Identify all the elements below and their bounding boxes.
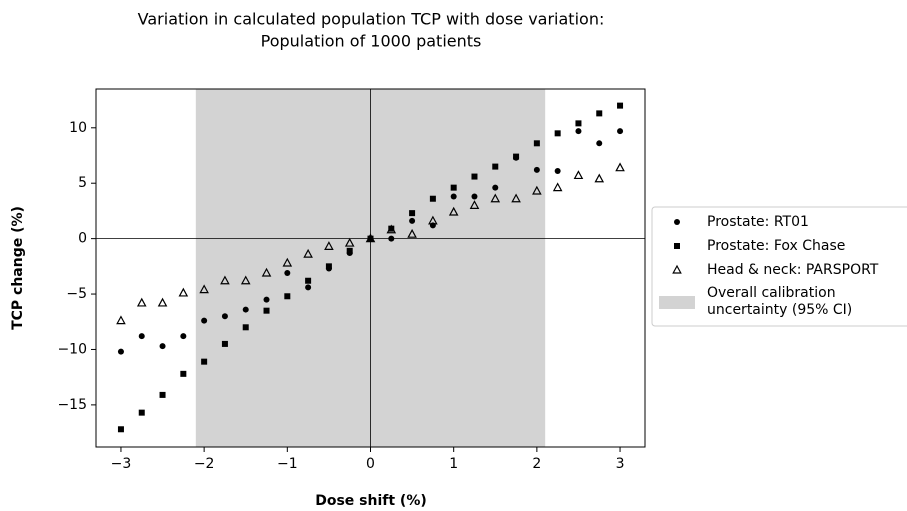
y-axis-label: TCP change (%) xyxy=(10,206,26,330)
point xyxy=(617,128,624,135)
point xyxy=(263,307,270,314)
point xyxy=(178,287,189,297)
legend-box xyxy=(651,206,907,327)
y-tick-label: 10 xyxy=(69,120,87,136)
legend-band xyxy=(659,296,695,309)
point xyxy=(554,130,561,137)
legend-marker xyxy=(672,264,682,274)
x-tick-label: 0 xyxy=(366,456,375,472)
point xyxy=(409,217,416,224)
point xyxy=(157,297,168,307)
chart-title: Population of 1000 patients xyxy=(261,32,482,51)
point xyxy=(159,343,166,350)
point xyxy=(284,269,291,276)
point xyxy=(596,110,603,117)
point xyxy=(116,315,126,325)
x-tick-label: −3 xyxy=(111,456,132,472)
point xyxy=(450,184,457,191)
point xyxy=(428,215,438,225)
point xyxy=(303,248,313,258)
legend-label: Prostate: RT01 xyxy=(707,214,809,230)
point xyxy=(386,224,397,234)
legend-label: Prostate: Fox Chase xyxy=(707,238,845,254)
legend-marker xyxy=(674,243,680,249)
point xyxy=(180,333,187,340)
point xyxy=(533,140,540,147)
point xyxy=(469,200,480,209)
point xyxy=(138,409,145,416)
point xyxy=(221,340,228,347)
point xyxy=(471,193,478,200)
point xyxy=(617,102,624,109)
point xyxy=(117,348,124,355)
point xyxy=(282,257,293,267)
point xyxy=(492,184,499,191)
point xyxy=(263,296,270,303)
y-tick-label: 5 xyxy=(78,175,87,191)
point xyxy=(552,182,563,192)
point xyxy=(513,153,520,160)
point xyxy=(429,195,436,202)
point xyxy=(324,241,334,250)
point xyxy=(242,324,249,331)
point xyxy=(409,210,416,217)
x-axis-label: Dose shift (%) xyxy=(315,493,427,509)
chart-title: Variation in calculated population TCP w… xyxy=(138,10,605,29)
point xyxy=(159,391,166,398)
point xyxy=(594,173,605,183)
point xyxy=(220,275,230,285)
point xyxy=(490,193,501,203)
point xyxy=(325,263,332,270)
point xyxy=(450,193,457,200)
point xyxy=(242,306,249,313)
point xyxy=(573,170,584,180)
legend-label: uncertainty (95% CI) xyxy=(707,302,852,318)
point xyxy=(138,333,145,340)
point xyxy=(492,163,499,170)
x-tick-label: 3 xyxy=(616,456,625,472)
point xyxy=(367,235,374,242)
point xyxy=(511,193,521,203)
point xyxy=(221,313,228,320)
point xyxy=(388,235,395,242)
point xyxy=(532,185,542,195)
point xyxy=(429,222,436,229)
point xyxy=(346,247,353,254)
x-tick-label: 1 xyxy=(449,456,458,472)
point xyxy=(201,358,208,365)
point xyxy=(240,275,251,285)
point xyxy=(305,277,312,284)
point xyxy=(407,228,417,238)
point xyxy=(615,162,625,172)
y-tick-label: 0 xyxy=(78,231,87,247)
point xyxy=(136,297,147,307)
point xyxy=(284,293,291,300)
point xyxy=(261,267,272,277)
point xyxy=(365,233,376,243)
point xyxy=(471,173,478,180)
point xyxy=(575,120,582,127)
x-tick-label: 2 xyxy=(532,456,541,472)
point xyxy=(201,317,208,324)
point xyxy=(388,225,395,232)
point xyxy=(117,426,124,433)
point xyxy=(305,284,312,291)
point xyxy=(554,168,561,175)
y-tick-label: −10 xyxy=(57,341,87,357)
point xyxy=(448,206,459,216)
point xyxy=(596,140,603,147)
x-tick-label: −2 xyxy=(194,456,215,472)
y-tick-label: −15 xyxy=(57,397,87,413)
point xyxy=(180,370,187,377)
legend-label: Overall calibration xyxy=(707,285,836,301)
point xyxy=(199,284,209,294)
x-tick-label: −1 xyxy=(277,456,298,472)
legend-marker xyxy=(674,219,680,225)
y-tick-label: −5 xyxy=(66,286,87,302)
point xyxy=(344,237,355,247)
point xyxy=(575,128,582,135)
point xyxy=(533,166,540,173)
legend-label: Head & neck: PARSPORT xyxy=(707,262,879,278)
